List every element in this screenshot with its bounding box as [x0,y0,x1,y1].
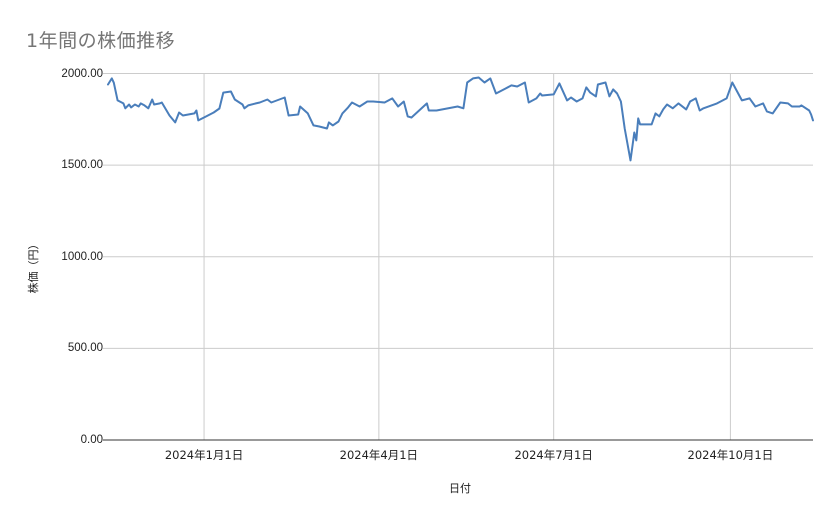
x-tick-label: 2024年7月1日 [514,448,593,462]
x-axis-label: 日付 [449,482,471,495]
y-tick-label: 1000.00 [61,250,103,263]
y-axis-label: 株価（円） [27,238,40,294]
chart-title: 1年間の株価推移 [26,30,176,52]
price-line [107,76,814,162]
y-tick-label: 1500.00 [61,159,103,172]
y-tick-label: 2000.00 [61,67,103,80]
y-tick-label: 0.00 [80,434,103,446]
x-tick-label: 2024年10月1日 [687,448,774,462]
x-tick-label: 2024年4月1日 [339,448,419,462]
y-tick-label: 500.00 [67,342,103,355]
x-tick-label: 2024年1月1日 [164,448,244,462]
gridlines [103,73,813,441]
